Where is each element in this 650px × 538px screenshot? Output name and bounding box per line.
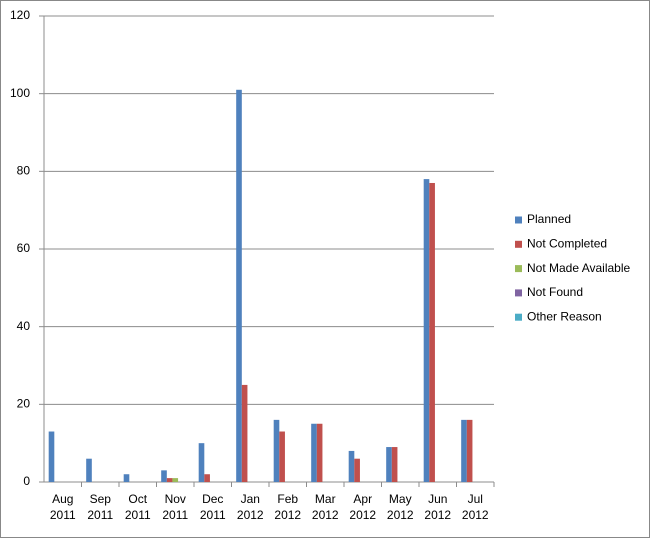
x-tick-label: Jan 2012: [236, 492, 264, 522]
x-tick-label: Nov 2011: [162, 492, 189, 522]
legend-swatch: [515, 216, 522, 224]
x-tick-label: Aug 2011: [49, 492, 76, 522]
legend-label: Not Found: [527, 285, 583, 299]
bar: [273, 419, 280, 482]
bar: [48, 431, 55, 482]
legend-label: Not Completed: [527, 236, 607, 250]
x-tick-label: May 2012: [386, 492, 414, 522]
x-tick-label-box: Apr 2012: [349, 492, 377, 522]
x-tick-label-box: Feb 2012: [274, 492, 302, 522]
x-tick-label-box: Dec 2011: [199, 492, 226, 522]
bar: [316, 423, 323, 482]
x-tick-label-box: Jul 2012: [461, 492, 489, 522]
x-tick-label: Jul 2012: [461, 492, 489, 522]
legend-label: Planned: [527, 212, 571, 226]
y-tick-label: 0: [23, 474, 30, 488]
bar: [466, 419, 473, 482]
x-tick-label-box: Jan 2012: [236, 492, 264, 522]
bar: [236, 89, 242, 483]
legend-swatch: [515, 265, 522, 273]
bar: [354, 458, 360, 482]
x-tick-label-box: Aug 2011: [49, 492, 76, 522]
x-tick-label: Oct 2011: [124, 492, 151, 522]
x-tick-label-box: Oct 2011: [124, 492, 151, 522]
bar: [198, 443, 205, 482]
bar: [311, 423, 317, 482]
x-tick-label: Dec 2011: [199, 492, 226, 522]
legend-swatch: [515, 240, 522, 248]
bar: [391, 447, 398, 482]
x-tick-label: Jun 2012: [424, 492, 452, 522]
bar: [166, 478, 173, 482]
x-tick-label-box: Nov 2011: [162, 492, 189, 522]
x-tick-label: Feb 2012: [274, 492, 302, 522]
bar: [241, 384, 248, 482]
bar: [161, 470, 167, 482]
bar: [348, 450, 355, 482]
legend-label: Not Made Available: [527, 261, 631, 275]
x-tick-label: Mar 2012: [311, 492, 339, 522]
bar: [461, 419, 467, 482]
x-tick-label-box: Sep 2011: [87, 492, 114, 522]
x-tick-label: Sep 2011: [87, 492, 114, 522]
bar: [386, 447, 392, 482]
bar: [279, 431, 285, 482]
legend-swatch: [515, 289, 522, 297]
y-tick-label: 80: [17, 164, 31, 178]
bar: [204, 474, 210, 482]
x-tick-label-box: May 2012: [386, 492, 414, 522]
y-tick-label: 40: [17, 319, 31, 333]
x-tick-label-box: Jun 2012: [424, 492, 452, 522]
bar: [429, 182, 435, 482]
x-tick-label-box: Mar 2012: [311, 492, 339, 522]
y-tick-label: 100: [10, 86, 30, 100]
y-tick-label: 120: [10, 8, 30, 22]
bar: [172, 478, 179, 482]
y-tick-label: 20: [17, 397, 31, 411]
bar: [123, 474, 130, 482]
bar: [86, 458, 92, 482]
x-tick-label: Apr 2012: [349, 492, 377, 522]
y-tick-label: 60: [17, 241, 31, 255]
legend-swatch: [515, 313, 522, 321]
bar: [423, 179, 430, 482]
legend-label: Other Reason: [527, 309, 602, 323]
